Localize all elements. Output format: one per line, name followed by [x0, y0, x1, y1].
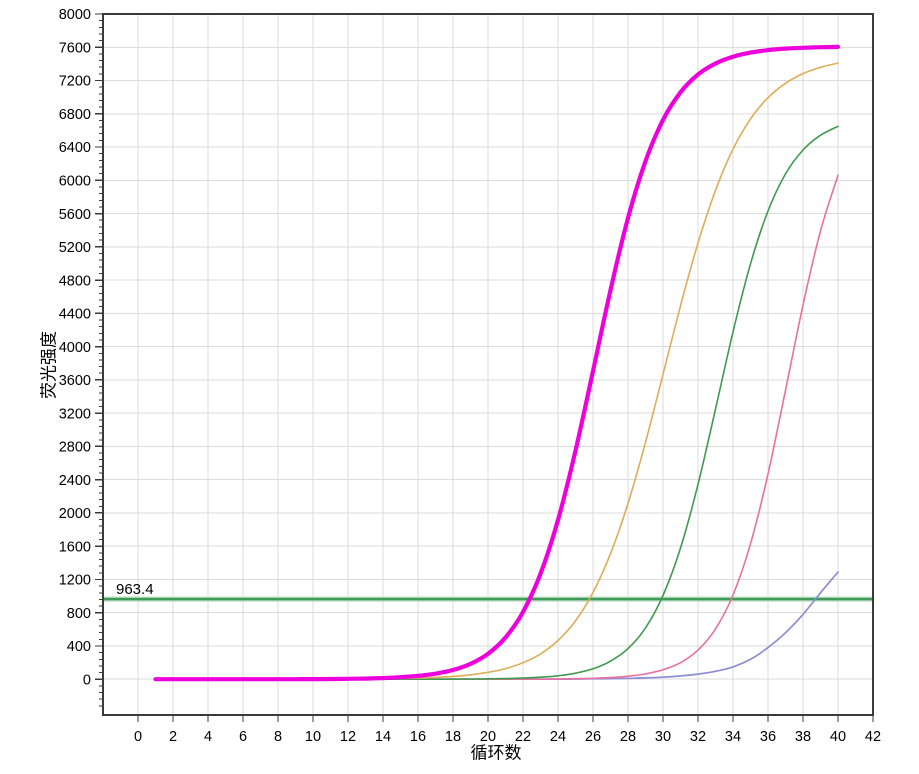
x-tick-label: 24: [550, 729, 566, 745]
y-tick-label: 7600: [59, 41, 91, 57]
y-tick-label: 5600: [59, 207, 91, 223]
x-tick-label: 12: [340, 729, 356, 745]
y-tick-label: 4000: [59, 340, 91, 356]
y-tick-label: 800: [67, 606, 91, 622]
plot-border: [102, 13, 874, 716]
threshold-value-label: 963.4: [116, 581, 154, 598]
y-tick-label: 2800: [59, 440, 91, 456]
x-tick-label: 2: [169, 729, 177, 745]
series-line-curve-1: [153, 44, 841, 682]
x-tick-label: 0: [134, 729, 142, 745]
series-line-curve-3: [154, 125, 839, 680]
y-tick-label: 1600: [59, 539, 91, 555]
x-tick-label: 16: [410, 729, 426, 745]
x-tick-label: 42: [865, 729, 881, 745]
y-tick-label: 3200: [59, 406, 91, 422]
x-tick-label: 10: [305, 729, 321, 745]
y-tick-label: 4400: [59, 307, 91, 323]
x-tick-label: 8: [274, 729, 282, 745]
y-tick-label: 6400: [59, 140, 91, 156]
y-tick-label: 5200: [59, 240, 91, 256]
y-tick-label: 0: [83, 672, 91, 688]
x-tick-label: 36: [760, 729, 776, 745]
x-tick-label: 40: [830, 729, 846, 745]
x-tick-label: 30: [655, 729, 671, 745]
y-tick-label: 6000: [59, 174, 91, 190]
x-tick-label: 28: [620, 729, 636, 745]
y-axis-title: 荧光强度: [39, 331, 59, 399]
x-tick-label: 4: [204, 729, 212, 745]
x-tick-label: 34: [725, 729, 741, 745]
y-tick-label: 8000: [59, 7, 91, 23]
x-tick-label: 20: [480, 729, 496, 745]
y-tick-label: 400: [67, 639, 91, 655]
x-tick-label: 26: [585, 729, 601, 745]
x-tick-label: 6: [239, 729, 247, 745]
x-tick-label: 32: [690, 729, 706, 745]
x-axis-title: 循环数: [470, 743, 522, 763]
y-tick-label: 7200: [59, 74, 91, 90]
x-tick-label: 14: [375, 729, 391, 745]
x-tick-label: 18: [445, 729, 461, 745]
x-tick-label: 22: [515, 729, 531, 745]
series-line-curve-4: [154, 174, 839, 680]
x-tick-label: 38: [795, 729, 811, 745]
y-tick-label: 1200: [59, 573, 91, 589]
y-tick-label: 4800: [59, 273, 91, 289]
y-tick-label: 2400: [59, 473, 91, 489]
y-tick-label: 2000: [59, 506, 91, 522]
y-tick-label: 6800: [59, 107, 91, 123]
y-tick-label: 3600: [59, 373, 91, 389]
